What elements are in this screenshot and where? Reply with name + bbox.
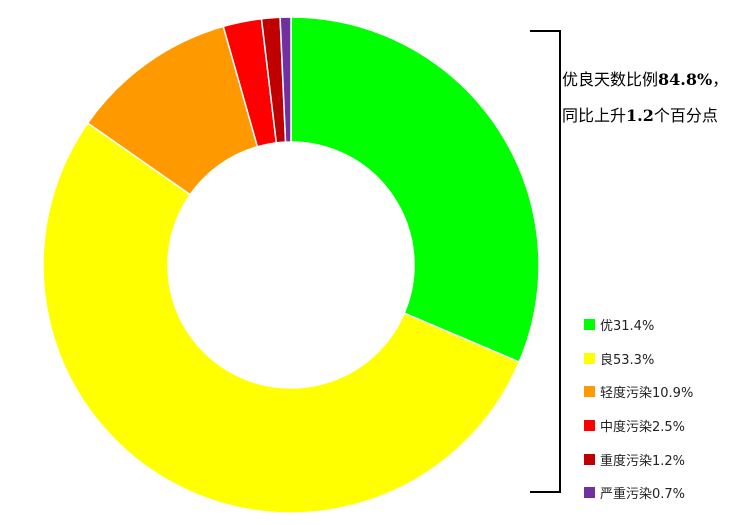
donut-slice-5: [279, 16, 292, 143]
legend-label: 优31.4%: [600, 319, 655, 335]
annotation-suffix: ，: [712, 70, 729, 89]
legend-label: 中度污染2.5%: [600, 420, 686, 436]
legend-item: 良53.3%: [584, 342, 693, 376]
annotation-text: 同比上升: [562, 106, 627, 125]
legend-swatch: [584, 386, 595, 398]
legend-item: 优31.4%: [584, 308, 693, 342]
bracket-line: [530, 30, 561, 493]
legend-swatch: [584, 420, 595, 432]
annotation-text: 优良天数比例: [562, 70, 659, 89]
annotation-line-1: 优良天数比例84.8%，: [562, 66, 728, 90]
annotation-line-2: 同比上升1.2个百分点: [562, 102, 718, 126]
legend-item: 中度污染2.5%: [584, 409, 693, 443]
legend-label: 轻度污染10.9%: [600, 386, 694, 402]
annotation-value: 1.2: [626, 106, 654, 125]
donut-slice-0: [290, 16, 540, 364]
legend-swatch: [584, 352, 595, 364]
donut-slice-1: [42, 121, 521, 514]
legend-item: 重度污染1.2%: [584, 442, 693, 476]
legend-label: 良53.3%: [600, 352, 655, 368]
legend-swatch: [584, 487, 595, 499]
legend-swatch: [584, 319, 595, 331]
legend-item: 严重污染0.7%: [584, 476, 693, 510]
annotation-suffix: 个百分点: [653, 106, 718, 125]
legend-label: 严重污染0.7%: [600, 487, 686, 503]
legend-item: 轻度污染10.9%: [584, 375, 693, 409]
annotation-value: 84.8%: [658, 70, 713, 89]
legend: 优31.4% 良53.3% 轻度污染10.9% 中度污染2.5% 重度污染1.2…: [584, 308, 693, 510]
legend-label: 重度污染1.2%: [600, 453, 686, 469]
legend-swatch: [584, 453, 595, 465]
